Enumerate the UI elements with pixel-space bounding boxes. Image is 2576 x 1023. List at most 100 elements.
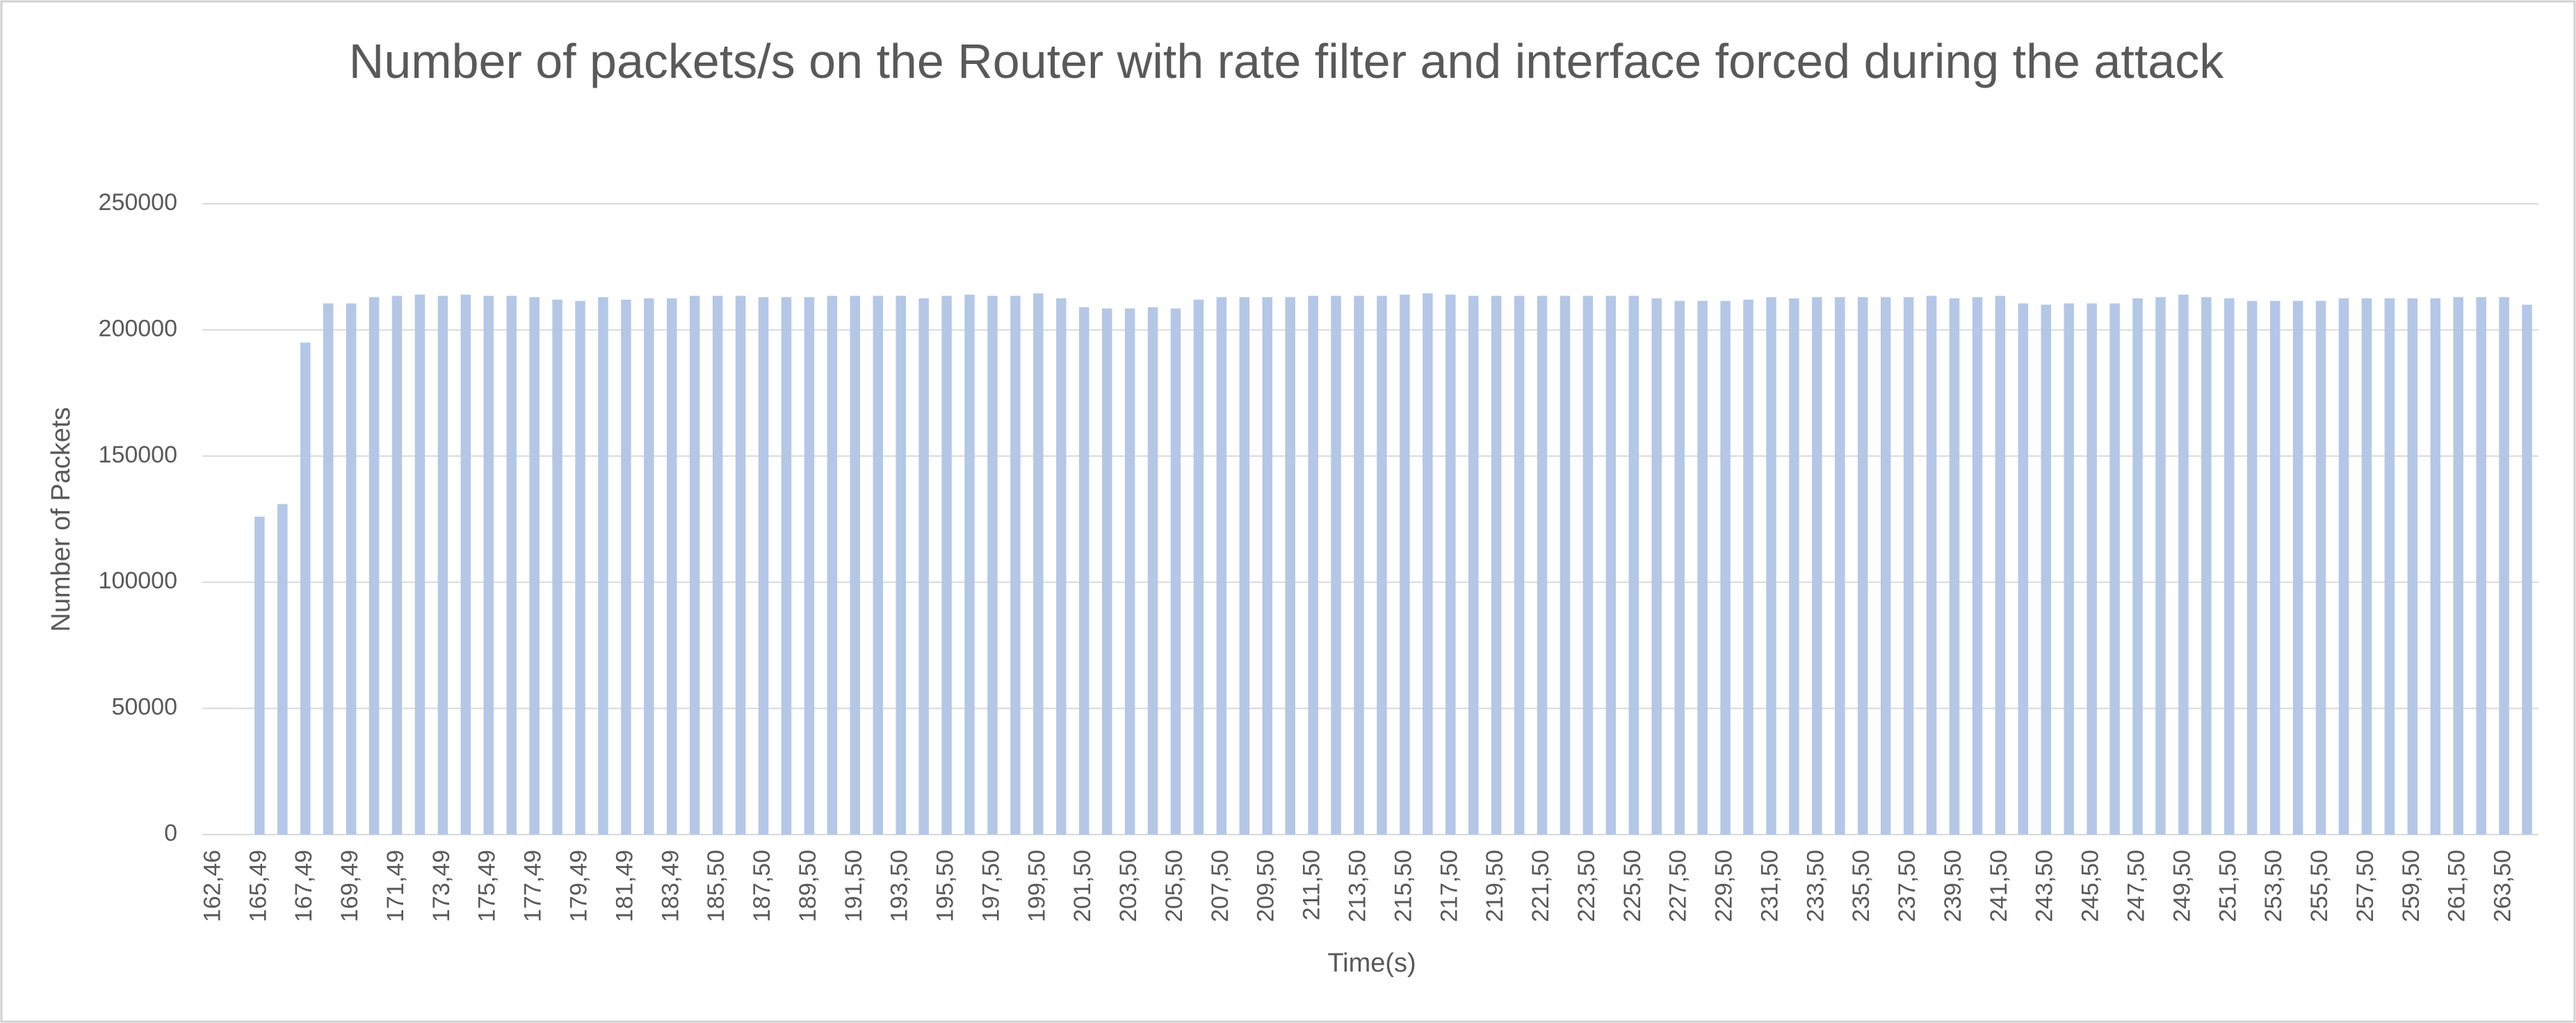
bar (1078, 307, 1089, 835)
bar (2087, 303, 2097, 835)
x-tick-label: 223,50 (1573, 850, 1600, 922)
x-tick-label: 215,50 (1390, 850, 1416, 922)
bar (2178, 294, 2189, 835)
bar (1766, 297, 1776, 835)
bar (2361, 298, 2372, 835)
bar (598, 297, 608, 835)
x-tick-label: 251,50 (2214, 850, 2241, 922)
bar (1560, 296, 1571, 835)
x-tick-label: 259,50 (2398, 850, 2424, 922)
bar (2315, 300, 2326, 835)
bar (2018, 303, 2029, 835)
y-tick-label: 250000 (99, 189, 177, 216)
bar (1056, 298, 1067, 835)
x-tick-label: 199,50 (1023, 850, 1050, 922)
x-tick-label: 255,50 (2306, 850, 2333, 922)
bar (2522, 305, 2532, 835)
x-tick-label: 165,49 (245, 850, 271, 922)
x-tick-label: 253,50 (2260, 850, 2287, 922)
bar (689, 296, 700, 835)
bar (2292, 300, 2303, 835)
bar (1033, 293, 1044, 835)
x-tick-label: 181,49 (611, 850, 638, 922)
x-tick-label: 263,50 (2490, 850, 2516, 922)
bar (735, 296, 746, 835)
bar (781, 297, 792, 835)
bar (437, 296, 448, 835)
bar (1124, 308, 1135, 835)
bar (1147, 307, 1158, 835)
bar (1537, 296, 1548, 835)
x-tick-label: 241,50 (1986, 850, 2012, 922)
x-tick-label: 235,50 (1848, 850, 1874, 922)
x-axis-title: Time(s) (1327, 949, 1416, 978)
bar (1010, 296, 1021, 835)
bar (1285, 297, 1295, 835)
x-tick-label: 257,50 (2352, 850, 2379, 922)
x-tick-label: 195,50 (932, 850, 959, 922)
bar (2155, 297, 2166, 835)
x-tick-label: 221,50 (1528, 850, 1554, 922)
x-tick-label: 207,50 (1207, 850, 1233, 922)
bar (1926, 296, 1937, 835)
bar (1445, 294, 1456, 835)
bar (2109, 303, 2120, 835)
x-tick-label: 239,50 (1940, 850, 1966, 922)
x-tick-label: 261,50 (2444, 850, 2470, 922)
bar (644, 298, 654, 835)
bar (300, 342, 311, 835)
bar (575, 300, 585, 835)
bar (850, 296, 861, 835)
bar (346, 303, 357, 835)
bar (254, 516, 265, 835)
chart-title: Number of packets/s on the Router with r… (348, 34, 2224, 88)
bar (2224, 298, 2235, 835)
bar (1789, 298, 1799, 835)
bar (758, 297, 769, 835)
bar (2201, 297, 2212, 835)
bar (1468, 296, 1479, 835)
x-tick-label: 175,49 (474, 850, 501, 922)
bar (1835, 297, 1845, 835)
x-tick-label: 205,50 (1161, 850, 1188, 922)
x-tick-label: 233,50 (1802, 850, 1829, 922)
x-tick-label: 237,50 (1894, 850, 1920, 922)
bar (414, 294, 426, 835)
bar (483, 296, 494, 835)
x-tick-label: 185,50 (703, 850, 729, 922)
bar (667, 298, 677, 835)
x-tick-label: 217,50 (1436, 850, 1462, 922)
x-tick-label: 197,50 (978, 850, 1004, 922)
x-tick-label: 162,46 (199, 850, 225, 922)
bar (1605, 296, 1617, 835)
y-tick-label: 0 (164, 820, 177, 846)
bar (2453, 297, 2463, 835)
bar (804, 297, 815, 835)
bar (712, 296, 723, 835)
bar (1239, 297, 1250, 835)
bar (1262, 297, 1273, 835)
bar (1628, 296, 1639, 835)
bar (2132, 298, 2143, 835)
bar (1674, 300, 1685, 835)
bar (1903, 297, 1914, 835)
bar (391, 296, 403, 835)
bar (2246, 300, 2258, 835)
bar (552, 299, 562, 835)
y-tick-label: 200000 (99, 315, 177, 341)
x-tick-label: 213,50 (1345, 850, 1371, 922)
bar (987, 296, 998, 835)
bar (506, 296, 517, 835)
y-tick-label: 150000 (99, 442, 177, 468)
bar (1216, 297, 1227, 835)
x-tick-label: 245,50 (2077, 850, 2104, 922)
bar (2338, 298, 2349, 835)
bar (1857, 297, 1868, 835)
x-tick-label: 249,50 (2169, 850, 2195, 922)
bar (2269, 300, 2281, 835)
bar (621, 299, 631, 835)
bar (1491, 296, 1502, 835)
bar (2499, 297, 2509, 835)
bar (1308, 296, 1318, 835)
